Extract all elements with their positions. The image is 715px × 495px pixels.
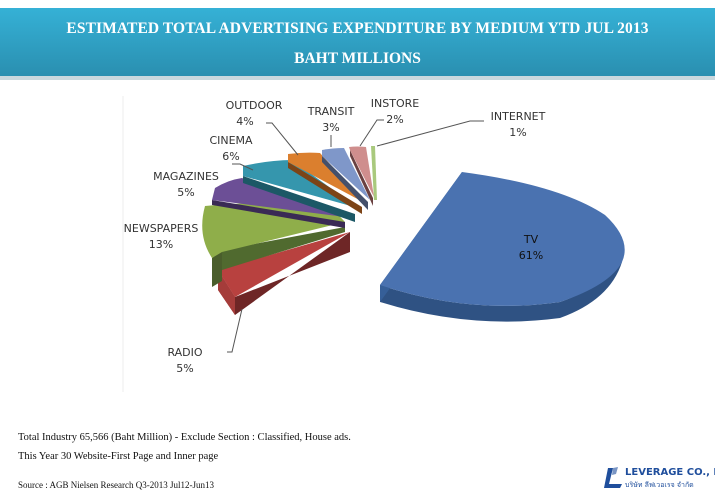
label-transit: TRANSIT 3% [298,104,364,136]
slice-outdoor [288,152,365,214]
slice-instore [349,146,374,206]
footer-total-note: Total Industry 65,566 (Baht Million) - E… [18,432,351,443]
slice-cinema [243,160,358,222]
chart-header: ESTIMATED TOTAL ADVERTISING EXPENDITURE … [0,8,715,80]
label-radio-pct: 5% [176,362,194,375]
label-magazines-pct: 5% [177,186,195,199]
label-newspapers: NEWSPAPERS 13% [116,221,206,253]
logo-company-name: LEVERAGE CO., LTD [625,467,715,478]
label-cinema-pct: 6% [222,150,240,163]
chart-title: ESTIMATED TOTAL ADVERTISING EXPENDITURE … [66,20,649,37]
label-instore: INSTORE 2% [362,96,428,128]
footer-source: Source : AGB Nielsen Research Q3-2013 Ju… [18,480,214,490]
leverage-logo: LEVERAGE CO., LTD บริษัท ลีฟเวอเรจ จำกัด [603,466,715,492]
leader-lines [227,119,484,353]
label-internet-pct: 1% [509,126,527,139]
label-transit-name: TRANSIT [307,105,355,118]
label-cinema: CINEMA 6% [196,133,266,165]
slice-tv [380,172,625,322]
label-newspapers-name: NEWSPAPERS [123,222,199,235]
label-outdoor-pct: 4% [236,115,254,128]
label-radio: RADIO 5% [152,345,218,377]
label-tv-name: TV [523,233,539,246]
label-cinema-name: CINEMA [209,134,253,147]
label-tv: TV 61% [506,232,556,264]
label-magazines: MAGAZINES 5% [138,169,234,201]
label-transit-pct: 3% [322,121,340,134]
label-internet-name: INTERNET [490,110,546,123]
label-internet: INTERNET 1% [480,109,556,141]
chart-subtitle: BAHT MILLIONS [294,50,421,67]
label-instore-pct: 2% [386,113,404,126]
leverage-logo-icon [604,467,622,488]
label-newspapers-pct: 13% [148,238,174,251]
slice-magazines [212,178,345,228]
label-radio-name: RADIO [167,346,203,359]
slice-internet [371,146,377,200]
label-instore-name: INSTORE [370,97,420,110]
footer-website-note: This Year 30 Website-First Page and Inne… [18,451,219,462]
label-magazines-name: MAGAZINES [153,170,219,183]
label-tv-pct: 61% [518,249,544,262]
slice-radio [218,232,350,315]
logo-company-thai: บริษัท ลีฟเวอเรจ จำกัด [625,481,694,489]
label-outdoor-name: OUTDOOR [225,99,283,112]
slice-transit [322,148,370,210]
label-outdoor: OUTDOOR 4% [214,98,294,130]
